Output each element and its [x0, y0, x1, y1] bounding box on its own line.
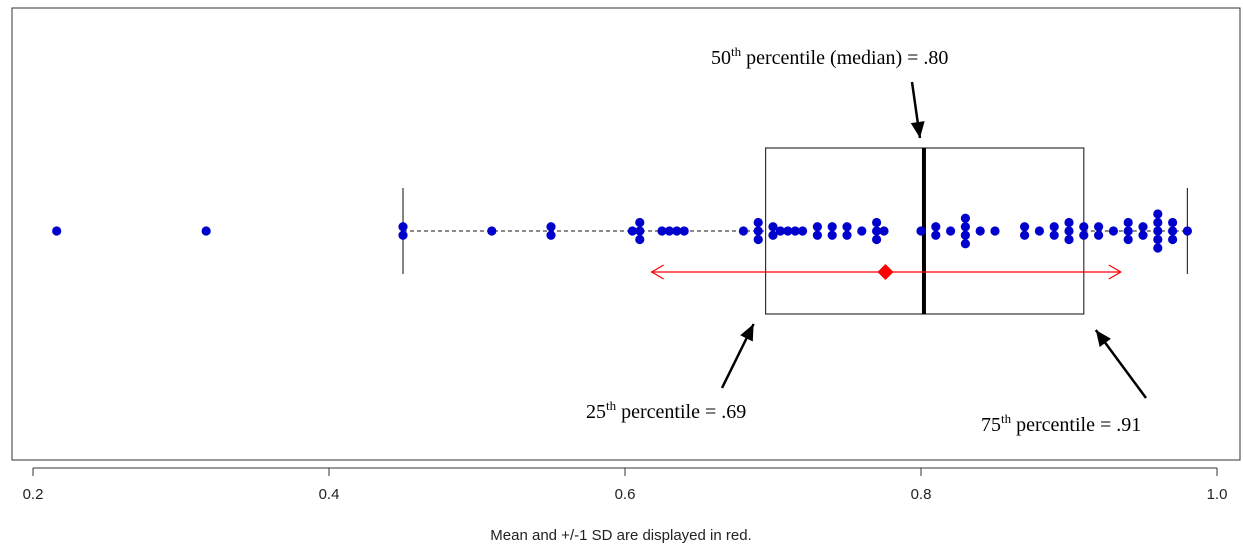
- x-axis: 0.2 0.4 0.6 0.8 1.0: [23, 467, 1228, 503]
- data-point: [398, 222, 408, 232]
- data-point: [960, 222, 971, 232]
- data-point: [960, 230, 971, 240]
- data-point: [1123, 217, 1133, 228]
- data-point: [798, 226, 808, 236]
- data-point: [1123, 226, 1133, 236]
- data-point: [916, 226, 926, 236]
- data-point: [1123, 234, 1133, 245]
- data-point: [1182, 226, 1192, 236]
- data-point: [635, 217, 645, 228]
- data-point: [635, 226, 645, 236]
- data-point: [872, 234, 882, 245]
- data-point: [738, 226, 749, 236]
- data-point: [1020, 230, 1030, 240]
- data-point: [812, 222, 823, 232]
- data-point: [1108, 226, 1118, 236]
- annotation-arrowhead: [910, 121, 925, 138]
- data-point: [1064, 226, 1074, 236]
- data-point: [783, 226, 793, 236]
- annotation-label: 25th percentile = .69: [586, 398, 746, 423]
- data-point: [946, 226, 956, 236]
- data-point: [1094, 222, 1104, 232]
- data-point: [1064, 217, 1074, 228]
- data-point: [1153, 209, 1163, 219]
- x-tick-label: 0.4: [319, 486, 340, 503]
- data-point: [931, 222, 941, 232]
- chart-caption: Mean and +/-1 SD are displayed in red.: [490, 527, 751, 544]
- mean-marker: [877, 264, 894, 280]
- mean-sd-marker: [650, 264, 1122, 280]
- data-point: [52, 226, 62, 236]
- data-point: [960, 239, 971, 249]
- data-point: [753, 226, 763, 236]
- data-point: [975, 226, 985, 236]
- data-point: [657, 226, 667, 236]
- data-point: [1094, 230, 1104, 240]
- data-point: [768, 230, 778, 240]
- data-point: [1079, 230, 1089, 240]
- data-point: [753, 217, 763, 228]
- x-tick-label: 1.0: [1207, 486, 1228, 503]
- annotations: 50th percentile (median) = .80 25th perce…: [586, 44, 1148, 436]
- data-point: [1049, 230, 1059, 240]
- x-tick-label: 0.6: [615, 486, 636, 503]
- data-point: [1153, 243, 1163, 253]
- data-point: [627, 226, 638, 236]
- data-point: [546, 222, 556, 232]
- data-points: [52, 209, 1192, 253]
- data-point: [768, 222, 778, 232]
- data-point: [672, 226, 682, 236]
- data-point: [872, 217, 882, 228]
- data-point: [487, 226, 497, 236]
- data-point: [790, 226, 800, 236]
- data-point: [827, 222, 837, 232]
- data-point: [546, 230, 556, 240]
- data-point: [827, 230, 837, 240]
- annotation-arrowhead: [1095, 330, 1111, 348]
- data-point: [1153, 226, 1163, 236]
- data-point: [960, 213, 971, 223]
- data-point: [1168, 217, 1178, 228]
- data-point: [1168, 234, 1178, 245]
- data-point: [842, 222, 852, 232]
- data-point: [1168, 226, 1178, 236]
- x-tick-label: 0.2: [23, 486, 44, 503]
- data-point: [1020, 222, 1030, 232]
- data-point: [842, 230, 852, 240]
- data-point: [1153, 217, 1163, 228]
- data-point: [1034, 226, 1044, 236]
- data-point: [879, 226, 889, 236]
- annotation-label: 50th percentile (median) = .80: [711, 44, 948, 69]
- data-point: [872, 226, 882, 236]
- data-point: [201, 226, 211, 236]
- data-point: [775, 226, 786, 236]
- annotation-arrowhead: [740, 324, 754, 342]
- x-tick-label: 0.8: [911, 486, 932, 503]
- data-point: [990, 226, 1000, 236]
- data-point: [1049, 222, 1059, 232]
- data-point: [857, 226, 867, 236]
- data-point: [1138, 222, 1148, 232]
- plot-frame: [11, 7, 1241, 461]
- data-point: [812, 230, 823, 240]
- data-point: [635, 234, 645, 245]
- data-point: [1079, 222, 1089, 232]
- data-point: [679, 226, 689, 236]
- data-point: [1138, 230, 1148, 240]
- data-point: [664, 226, 675, 236]
- data-point: [753, 234, 763, 245]
- annotation-label: 75th percentile = .91: [981, 411, 1141, 436]
- data-point: [1064, 234, 1074, 245]
- data-point: [931, 230, 941, 240]
- sd-low-arrowhead: [650, 264, 664, 280]
- data-point: [1153, 234, 1163, 245]
- data-point: [398, 230, 408, 240]
- sd-high-arrowhead: [1108, 264, 1122, 280]
